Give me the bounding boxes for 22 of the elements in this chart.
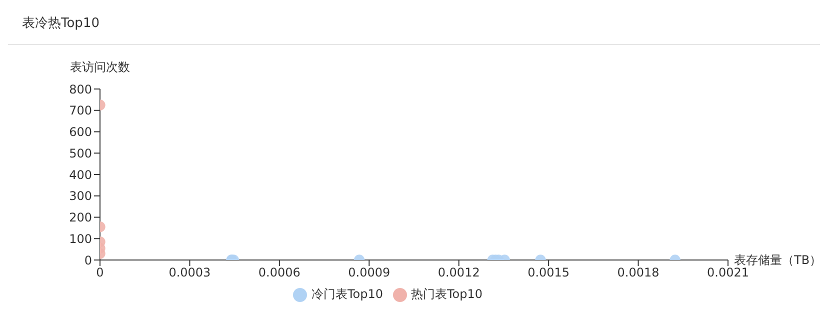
y-tick-label: 0 <box>84 253 92 268</box>
y-tick-label: 300 <box>69 189 92 204</box>
legend-label: 热门表Top10 <box>411 287 483 301</box>
x-tick-label: 0.0009 <box>348 266 390 280</box>
chart-title: 表冷热Top10 <box>8 8 820 45</box>
y-tick-label: 100 <box>69 232 92 246</box>
y-tick-label: 200 <box>69 210 92 225</box>
x-tick-label: 0.0015 <box>528 266 570 280</box>
x-tick-label: 0.0021 <box>707 266 749 280</box>
y-axis-title: 表访问次数 <box>70 60 130 74</box>
x-tick-label: 0.0003 <box>168 266 211 280</box>
y-tick-label: 800 <box>69 82 92 96</box>
x-axis-title: 表存储量（TB） <box>734 253 822 267</box>
x-tick-label: 0.0012 <box>438 266 480 280</box>
x-tick-label: 0 <box>96 266 104 280</box>
y-tick-label: 500 <box>69 146 92 160</box>
y-tick-label: 600 <box>69 125 92 140</box>
y-tick-label: 700 <box>69 104 92 118</box>
legend-label: 冷门表Top10 <box>311 287 383 301</box>
x-tick-label: 0.0018 <box>617 266 660 280</box>
y-tick-label: 400 <box>69 168 92 182</box>
x-tick-label: 0.0006 <box>258 266 300 280</box>
